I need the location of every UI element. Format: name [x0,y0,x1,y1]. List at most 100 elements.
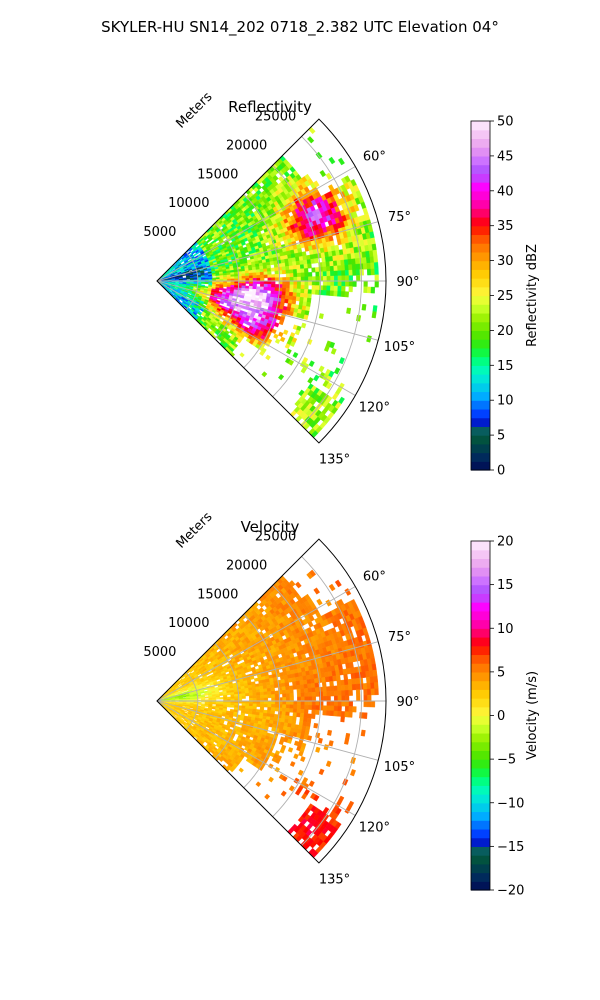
data-cell [289,696,294,702]
data-cell [366,262,372,270]
colorbar-segment [471,234,490,244]
data-cell [248,275,254,279]
data-cell [337,280,342,287]
data-cell [285,704,291,709]
data-cell [283,329,289,335]
data-cell [178,281,184,283]
data-cell [329,290,335,297]
data-cell [348,706,353,713]
data-cell [270,267,275,272]
data-cell [307,692,313,697]
data-cell [370,286,376,294]
data-cell [289,288,294,293]
data-cell [315,709,320,715]
data-cell [289,708,294,713]
data-cell [315,276,320,282]
data-cell [271,274,276,278]
data-cell [256,272,261,276]
data-cell [366,335,372,343]
data-cell [268,776,274,783]
data-cell [212,702,217,705]
data-cell [340,684,346,691]
data-cell [344,738,350,745]
data-cell [285,273,291,278]
data-cell [267,274,272,279]
data-cell [328,740,334,747]
data-cell [263,283,268,288]
data-cell [259,691,265,696]
data-cell [289,284,294,289]
data-cell [351,264,357,271]
data-cell [256,694,261,699]
data-cell [363,280,368,288]
colorbar-tick-label: 0 [497,464,505,479]
data-cell [344,264,349,271]
data-cell [300,268,305,274]
data-cell [223,276,228,280]
angular-tick-label: 60° [363,150,386,165]
data-cell [335,674,341,681]
data-cell [317,737,323,744]
data-cell [345,695,350,702]
data-cell [270,687,275,692]
data-cell [337,690,342,697]
data-cell [297,696,302,702]
data-cell [298,750,304,757]
colorbar-segment [471,391,490,401]
data-cell [337,664,343,671]
colorbar-tick-label: 15 [497,359,514,374]
data-cell [260,697,265,702]
data-cell [252,269,257,274]
data-cell [252,703,257,707]
data-cell [296,268,302,274]
data-cell [306,735,313,741]
data-cell [348,264,353,271]
data-cell [288,265,294,271]
data-cell [281,711,287,716]
data-cell [315,691,320,697]
data-cell [337,700,342,707]
data-cell [318,289,324,296]
radial-tick-label: 25000 [255,109,296,124]
data-cell [299,684,305,690]
data-cell [260,280,265,285]
data-cell [285,291,290,297]
data-cell [307,293,312,299]
data-cell [274,338,281,344]
data-cell [274,690,279,695]
data-cell [300,284,305,290]
colorbar-segment [471,365,490,375]
data-cell [341,280,346,287]
data-cell [296,284,302,290]
data-cell [303,713,309,719]
data-cell [263,280,269,285]
colorbar-segment [471,408,490,419]
data-cell [267,700,272,705]
data-cell [334,275,339,282]
data-cell [311,285,316,291]
data-cell [267,691,272,695]
data-cell [278,320,284,326]
data-cell [304,284,309,290]
reflectivity-panel: Reflectivity500010000150002000025000Mete… [143,89,540,478]
colorbar-segment [471,216,490,227]
data-cell [333,710,338,717]
data-cell [326,266,331,272]
data-cell [234,276,239,280]
data-cell [281,707,287,713]
data-cell [281,682,286,688]
colorbar-label: Reflectivity dBZ [525,244,540,347]
data-cell [307,263,312,269]
data-cell [299,264,305,270]
colorbar-segment [471,155,490,166]
data-cell [263,700,269,705]
data-cell [334,695,339,702]
data-cell [304,268,309,273]
data-cell [255,689,261,693]
data-cell [330,705,335,712]
data-cell [296,712,301,718]
colorbar-segment [471,339,490,349]
data-cell [322,285,328,291]
data-cell [252,689,257,694]
